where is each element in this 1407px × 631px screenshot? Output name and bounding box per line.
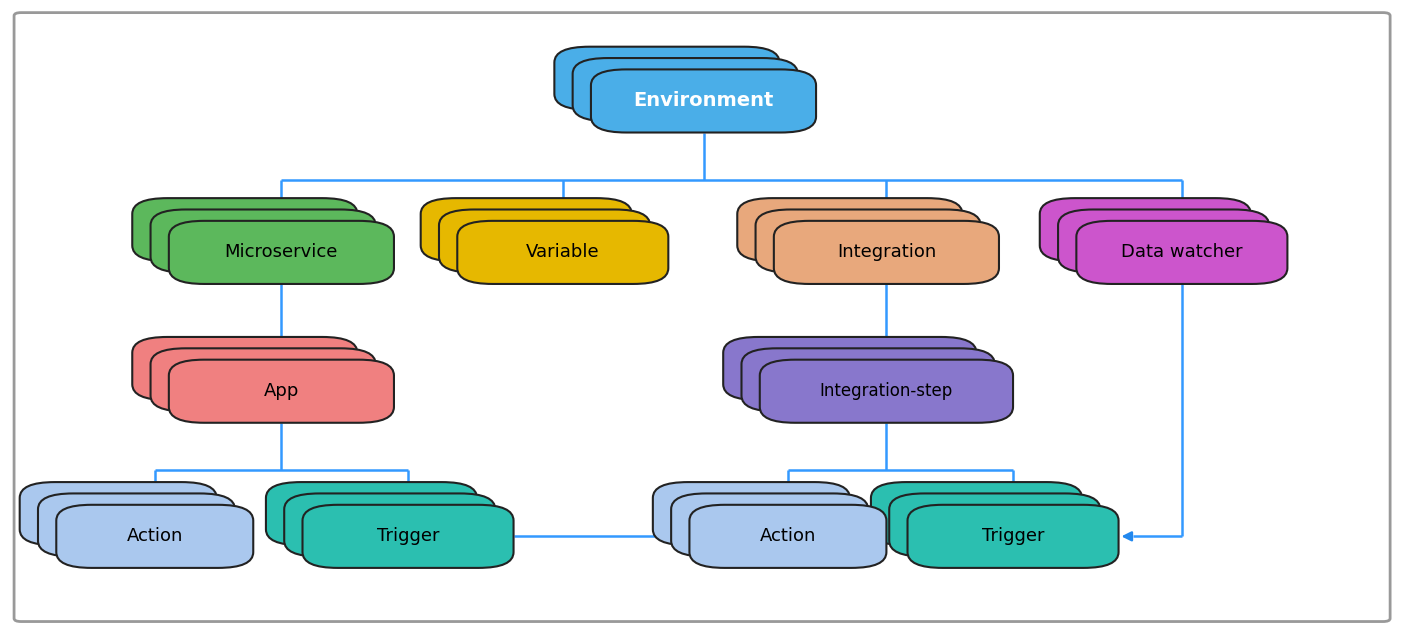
Text: Variable: Variable	[526, 244, 599, 261]
Text: Microservice: Microservice	[225, 244, 338, 261]
Text: Trigger: Trigger	[377, 528, 439, 545]
FancyBboxPatch shape	[14, 13, 1390, 622]
Text: Integration-step: Integration-step	[820, 382, 953, 400]
FancyBboxPatch shape	[1076, 221, 1287, 284]
FancyBboxPatch shape	[591, 69, 816, 133]
FancyBboxPatch shape	[756, 209, 981, 273]
FancyBboxPatch shape	[266, 482, 477, 545]
FancyBboxPatch shape	[723, 337, 976, 400]
FancyBboxPatch shape	[689, 505, 886, 568]
FancyBboxPatch shape	[1058, 209, 1269, 273]
Text: App: App	[263, 382, 300, 400]
FancyBboxPatch shape	[132, 198, 357, 261]
FancyBboxPatch shape	[457, 221, 668, 284]
Text: Data watcher: Data watcher	[1121, 244, 1242, 261]
FancyBboxPatch shape	[653, 482, 850, 545]
FancyBboxPatch shape	[741, 348, 995, 411]
FancyBboxPatch shape	[169, 360, 394, 423]
FancyBboxPatch shape	[303, 505, 514, 568]
FancyBboxPatch shape	[871, 482, 1082, 545]
Text: Action: Action	[127, 528, 183, 545]
Text: Trigger: Trigger	[982, 528, 1044, 545]
FancyBboxPatch shape	[169, 221, 394, 284]
FancyBboxPatch shape	[20, 482, 217, 545]
FancyBboxPatch shape	[760, 360, 1013, 423]
FancyBboxPatch shape	[132, 337, 357, 400]
FancyBboxPatch shape	[421, 198, 632, 261]
FancyBboxPatch shape	[439, 209, 650, 273]
Text: Environment: Environment	[633, 91, 774, 110]
FancyBboxPatch shape	[151, 348, 376, 411]
FancyBboxPatch shape	[774, 221, 999, 284]
FancyBboxPatch shape	[554, 47, 779, 110]
FancyBboxPatch shape	[737, 198, 962, 261]
FancyBboxPatch shape	[38, 493, 235, 557]
FancyBboxPatch shape	[573, 58, 798, 121]
FancyBboxPatch shape	[1040, 198, 1251, 261]
FancyBboxPatch shape	[671, 493, 868, 557]
Text: Action: Action	[760, 528, 816, 545]
FancyBboxPatch shape	[56, 505, 253, 568]
FancyBboxPatch shape	[284, 493, 495, 557]
Text: Integration: Integration	[837, 244, 936, 261]
FancyBboxPatch shape	[889, 493, 1100, 557]
FancyBboxPatch shape	[908, 505, 1119, 568]
FancyBboxPatch shape	[151, 209, 376, 273]
